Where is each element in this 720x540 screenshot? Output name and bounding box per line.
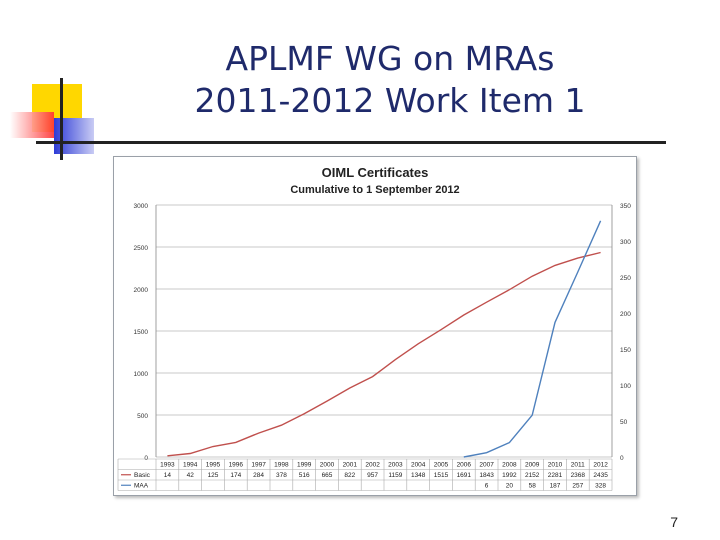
- data-label-basic: 1843: [479, 472, 494, 479]
- oiml-certificates-chart: OIML Certificates Cumulative to 1 Septem…: [117, 165, 632, 491]
- y-right-tick-label: 50: [620, 419, 628, 426]
- data-label-maa: 257: [572, 483, 583, 490]
- data-label-basic: 378: [276, 472, 287, 479]
- data-label-basic: 174: [230, 472, 241, 479]
- x-tick-label: 1999: [297, 462, 312, 469]
- y-left-tick-label: 2500: [134, 245, 149, 252]
- x-tick-label: 1998: [274, 462, 289, 469]
- x-tick-label: 1994: [183, 462, 198, 469]
- data-label-basic: 1691: [457, 472, 472, 479]
- x-tick-label: 2012: [593, 462, 608, 469]
- y-right-tick-label: 100: [620, 383, 631, 390]
- data-label-maa: 20: [506, 483, 514, 490]
- chart-data-table: 1993 1994 1995 1996 1997 1998 1999 2000 2001 2002…: [117, 458, 613, 491]
- y-right-tick-label: 200: [620, 311, 631, 318]
- data-label-basic: 42: [187, 472, 195, 479]
- data-label-basic: 284: [253, 472, 264, 479]
- y-right-tick-label: 350: [620, 203, 631, 210]
- y-left-tick-label: 1500: [134, 329, 149, 336]
- data-label-basic: 822: [344, 472, 355, 479]
- deco-vertical-line: [60, 78, 63, 160]
- y-right-tick-label: 250: [620, 275, 631, 282]
- data-label-basic: 2368: [571, 472, 586, 479]
- y-left-tick-label: 2000: [134, 287, 149, 294]
- data-label-basic: 125: [208, 472, 219, 479]
- chart-panel: OIML Certificates Cumulative to 1 Septem…: [113, 156, 637, 496]
- data-label-basic: 1159: [388, 472, 402, 479]
- title-divider: [36, 141, 666, 144]
- data-label-maa: 6: [485, 483, 489, 490]
- x-tick-label: 2009: [525, 462, 540, 469]
- slide-title: APLMF WG on MRAs 2011-2012 Work Item 1: [130, 38, 650, 122]
- x-tick-label: 2000: [320, 462, 335, 469]
- chart-axes: 0 500 1000 1500 2000 2500 3000 0 50 100 150 200 250 3…: [134, 203, 632, 462]
- series-line-maa: [463, 220, 602, 458]
- x-tick-label: 1995: [206, 462, 221, 469]
- chart-subtitle: Cumulative to 1 September 2012: [290, 184, 459, 196]
- x-tick-label: 2005: [434, 462, 449, 469]
- y-left-tick-label: 1000: [134, 371, 149, 378]
- data-label-basic: 2281: [548, 472, 563, 479]
- x-tick-label: 1996: [229, 462, 244, 469]
- data-label-maa: 328: [595, 483, 606, 490]
- data-label-basic: 2435: [593, 472, 608, 479]
- x-tick-label: 1993: [160, 462, 175, 469]
- data-label-maa: 58: [529, 483, 537, 490]
- chart-grid: [156, 204, 612, 458]
- slide-title-line2: 2011-2012 Work Item 1: [194, 81, 586, 120]
- y-right-tick-label: 0: [620, 455, 624, 462]
- data-label-basic: 2152: [525, 472, 540, 479]
- y-right-tick-label: 150: [620, 347, 631, 354]
- x-tick-label: 2008: [502, 462, 517, 469]
- data-label-basic: 1348: [411, 472, 426, 479]
- chart-lines: [167, 220, 602, 458]
- chart-title: OIML Certificates: [322, 165, 429, 180]
- legend-label-basic: Basic: [134, 472, 151, 479]
- x-tick-label: 2007: [479, 462, 494, 469]
- data-label-basic: 665: [322, 472, 333, 479]
- deco-red-block: [10, 112, 54, 138]
- series-line-basic: [167, 251, 601, 457]
- data-label-basic: 957: [367, 472, 378, 479]
- data-label-maa: 187: [550, 483, 561, 490]
- x-tick-label: 2003: [388, 462, 403, 469]
- y-left-tick-label: 0: [144, 455, 148, 462]
- page-number: 7: [670, 514, 678, 530]
- x-tick-label: 2004: [411, 462, 426, 469]
- data-label-basic: 516: [299, 472, 310, 479]
- data-label-basic: 1992: [502, 472, 517, 479]
- legend-label-maa: MAA: [134, 483, 149, 490]
- y-left-tick-label: 500: [137, 413, 148, 420]
- x-tick-label: 2001: [343, 462, 358, 469]
- x-tick-label: 2011: [571, 462, 585, 469]
- x-tick-label: 2006: [457, 462, 472, 469]
- data-label-basic: 14: [164, 472, 172, 479]
- x-tick-label: 1997: [251, 462, 266, 469]
- y-right-tick-label: 300: [620, 239, 631, 246]
- y-left-tick-label: 3000: [134, 203, 149, 210]
- data-label-basic: 1515: [434, 472, 449, 479]
- x-tick-label: 2010: [548, 462, 563, 469]
- slide-title-line1: APLMF WG on MRAs: [225, 39, 555, 78]
- x-tick-label: 2002: [365, 462, 380, 469]
